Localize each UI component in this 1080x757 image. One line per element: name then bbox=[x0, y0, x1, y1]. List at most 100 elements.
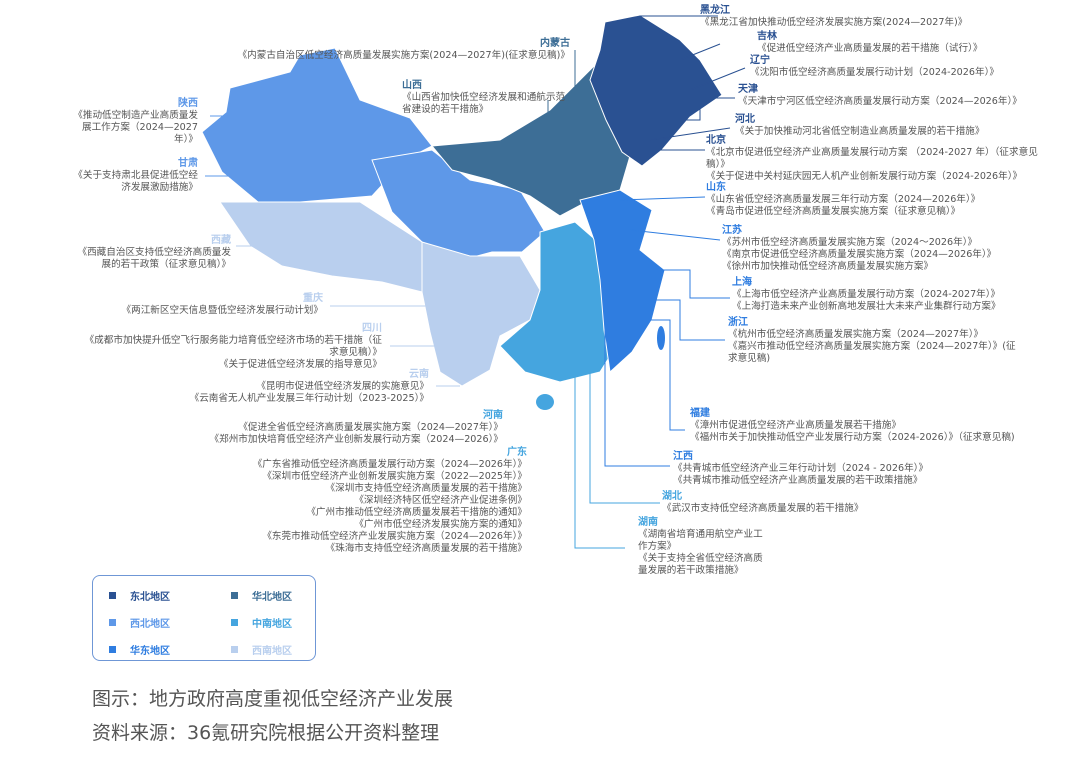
province-policy-block: 河北 《关于加快推动河北省低空制造业高质量发展的若干措施》 bbox=[735, 114, 1035, 138]
legend-label: 华北地区 bbox=[252, 592, 292, 603]
province-policy-block: 重庆 《两江新区空天信息暨低空经济发展行动计划》 bbox=[63, 293, 323, 317]
province-policy-block: 吉林 《促进低空经济产业高质量发展的若干措施（试行）》 bbox=[757, 31, 1037, 55]
leader-line bbox=[689, 67, 746, 91]
policy-document: 《武汉市支持低空经济高质量发展的若干措施》 bbox=[662, 503, 864, 514]
province-name: 湖南 bbox=[638, 517, 658, 528]
policy-document: 《昆明市促进低空经济发展的实施意见》 bbox=[256, 381, 429, 392]
legend-item-east: 华东地区 bbox=[109, 642, 170, 657]
province-name: 河北 bbox=[735, 114, 755, 125]
legend-label: 西南地区 bbox=[252, 646, 292, 657]
policy-document: 《关于支持全省低空经济高质量发展的若干政策措施》 bbox=[638, 553, 763, 576]
province-policy-block: 黑龙江 《黑龙江省加快推动低空经济发展实施方案(2024—2027年)》 bbox=[700, 5, 1040, 29]
province-name: 辽宁 bbox=[750, 55, 770, 66]
region-southwest bbox=[421, 241, 541, 387]
leader-line bbox=[629, 229, 721, 241]
province-policy-block: 上海 《上海市低空经济产业高质量发展行动方案（2024-2027年）》 《上海打造未… bbox=[732, 277, 1022, 313]
legend-swatch bbox=[109, 646, 116, 653]
policy-document: 《关于促进低空经济发展的指导意见》 bbox=[218, 359, 382, 370]
province-name: 天津 bbox=[738, 84, 758, 95]
legend-item-southwest: 西南地区 bbox=[231, 642, 292, 657]
policy-document: 《青岛市促进低空经济高质量发展实施方案（征求意见稿）》 bbox=[706, 206, 961, 217]
province-policy-block: 浙江 《杭州市低空经济高质量发展实施方案（2024—2027年）》 《嘉兴市推动低空… bbox=[728, 317, 1018, 365]
leader-line bbox=[650, 269, 730, 299]
region-east bbox=[579, 189, 666, 374]
province-policy-block: 北京 《北京市促进低空经济产业高质量发展行动方案 （2024-2027 年）（征求… bbox=[706, 135, 1046, 183]
province-name: 湖北 bbox=[662, 491, 682, 502]
leader-line bbox=[604, 330, 670, 467]
policy-document: 《北京市促进低空经济产业高质量发展行动方案 （2024-2027 年）（征求意见… bbox=[706, 147, 1038, 170]
province-name: 甘肃 bbox=[178, 158, 198, 169]
policy-document: 《福州市关于加快推动低空产业发展行动方案（2024-2026）》（征求意见稿) bbox=[690, 432, 1015, 443]
policy-document: 《嘉兴市推动低空经济高质量发展实施方案（2024—2027年）》(征求意见稿) bbox=[728, 341, 1016, 364]
policy-document: 《广东省推动低空经济高质量发展行动方案（2024—2026年）》 bbox=[252, 459, 527, 470]
province-policy-block: 福建 《漳州市促进低空经济产业高质量发展若干措施》 《福州市关于加快推动低空产业发展… bbox=[690, 408, 1050, 444]
policy-document: 《天津市宁河区低空经济高质量发展行动方案（2024—2026年）》 bbox=[738, 96, 1022, 107]
province-name: 黑龙江 bbox=[700, 5, 730, 16]
legend-label: 西北地区 bbox=[130, 619, 170, 630]
province-name: 浙江 bbox=[728, 317, 748, 328]
leader-line bbox=[620, 319, 685, 431]
policy-document: 《关于支持肃北县促进低空经济发展激励措施》 bbox=[73, 170, 198, 193]
province-name: 云南 bbox=[409, 369, 429, 380]
province-name: 重庆 bbox=[303, 293, 323, 304]
province-name: 山西 bbox=[402, 80, 422, 91]
policy-document: 《郑州市加快培育低空经济产业创新发展行动方案（2024—2026）》 bbox=[209, 434, 503, 445]
province-policy-block: 西藏 《西藏自治区支持低空经济高质量发展的若干政策（征求意见稿）》 bbox=[71, 235, 232, 271]
province-policy-block: 湖南 《湖南省培育通用航空产业工作方案》 《关于支持全省低空经济高质量发展的若干政策… bbox=[638, 517, 763, 577]
policy-document: 《黑龙江省加快推动低空经济发展实施方案(2024—2027年)》 bbox=[700, 17, 968, 28]
policy-document: 《促进低空经济产业高质量发展的若干措施（试行）》 bbox=[757, 43, 983, 54]
leader-line bbox=[649, 127, 731, 141]
province-policy-block: 河南 《促进全省低空经济高质量发展实施方案（2024—2027年）》 《郑州市加快培… bbox=[173, 410, 503, 446]
policy-document: 《沈阳市低空经济高质量发展行动计划（2024-2026年）》 bbox=[750, 67, 999, 78]
policy-document: 《推动低空制造产业高质量发展工作方案（2024—2027年）》 bbox=[73, 110, 198, 145]
province-policy-block: 天津 《天津市宁河区低空经济高质量发展行动方案（2024—2026年）》 bbox=[738, 84, 1058, 108]
taiwan-island bbox=[657, 326, 665, 350]
province-policy-block: 甘肃 《关于支持肃北县促进低空经济发展激励措施》 bbox=[73, 158, 198, 194]
province-name: 西藏 bbox=[211, 235, 231, 246]
policy-document: 《促进全省低空经济高质量发展实施方案（2024—2027年）》 bbox=[238, 422, 503, 433]
province-name: 吉林 bbox=[757, 31, 777, 42]
province-policy-block: 江苏 《苏州市低空经济高质量发展实施方案（2024～2026年）》 《南京市促进低空… bbox=[722, 225, 1022, 273]
province-name: 江西 bbox=[673, 451, 693, 462]
leader-line bbox=[640, 299, 725, 341]
province-name: 福建 bbox=[690, 408, 710, 419]
province-name: 四川 bbox=[362, 323, 382, 334]
legend-swatch bbox=[109, 592, 116, 599]
legend-swatch bbox=[231, 619, 238, 626]
legend-label: 中南地区 bbox=[252, 619, 292, 630]
policy-document: 《湖南省培育通用航空产业工作方案》 bbox=[638, 529, 763, 552]
province-name: 江苏 bbox=[722, 225, 742, 236]
legend: 东北地区 华北地区 西北地区 中南地区 华东地区 西南地区 bbox=[92, 575, 316, 661]
province-policy-block: 湖北 《武汉市支持低空经济高质量发展的若干措施》 bbox=[662, 491, 902, 515]
policy-document: 《上海市低空经济产业高质量发展行动方案（2024-2027年）》 bbox=[732, 289, 1001, 300]
policy-document: 《深圳经济特区低空经济产业促进条例》 bbox=[354, 495, 527, 506]
policy-document: 《广州市推动低空经济高质量发展若干措施的通知》 bbox=[306, 507, 527, 518]
province-name: 陕西 bbox=[178, 98, 198, 109]
policy-document: 《成都市加快提升低空飞行服务能力培育低空经济市场的若干措施（征求意见稿）》 bbox=[84, 335, 382, 358]
leader-line bbox=[660, 97, 735, 121]
policy-document: 《共青城市推动低空经济产业高质量发展的若干政策措施》 bbox=[673, 475, 923, 486]
province-name: 内蒙古 bbox=[540, 38, 570, 49]
policy-document: 《西藏自治区支持低空经济高质量发展的若干政策（征求意见稿）》 bbox=[77, 247, 232, 270]
policy-document: 《上海打造未来产业创新高地发展壮大未来产业集群行动方案》 bbox=[732, 301, 1001, 312]
source-note: 资料来源：36氪研究院根据公开资料整理 bbox=[92, 722, 440, 744]
legend-swatch bbox=[109, 619, 116, 626]
legend-swatch bbox=[231, 592, 238, 599]
leader-line bbox=[619, 196, 706, 201]
policy-document: 《内蒙古自治区低空经济高质量发展实施方案(2024—2027年)(征求意见稿)》 bbox=[237, 50, 570, 61]
province-policy-block: 山东 《山东省低空经济高质量发展三年行动方案（2024—2026年）》 《青岛市促进… bbox=[706, 182, 1036, 218]
province-name: 广东 bbox=[507, 447, 527, 458]
leader-line bbox=[679, 43, 721, 61]
policy-document: 《山东省低空经济高质量发展三年行动方案（2024—2026年）》 bbox=[706, 194, 981, 205]
province-policy-block: 江西 《共青城市低空经济产业三年行动计划（2024 - 2026年）》 《共青城市推… bbox=[673, 451, 973, 487]
policy-document: 《苏州市低空经济高质量发展实施方案（2024～2026年）》 bbox=[722, 237, 978, 248]
policy-document: 《关于促进中关村延庆园无人机产业创新发展行动方案（2024-2026年）》 bbox=[706, 171, 1023, 182]
province-name: 河南 bbox=[483, 410, 503, 421]
policy-document: 《漳州市促进低空经济产业高质量发展若干措施》 bbox=[690, 420, 902, 431]
province-name: 北京 bbox=[706, 135, 726, 146]
leader-line bbox=[589, 360, 660, 504]
region-north bbox=[431, 59, 631, 217]
leader-line bbox=[574, 370, 625, 549]
legend-item-centralsouth: 中南地区 bbox=[231, 615, 292, 630]
